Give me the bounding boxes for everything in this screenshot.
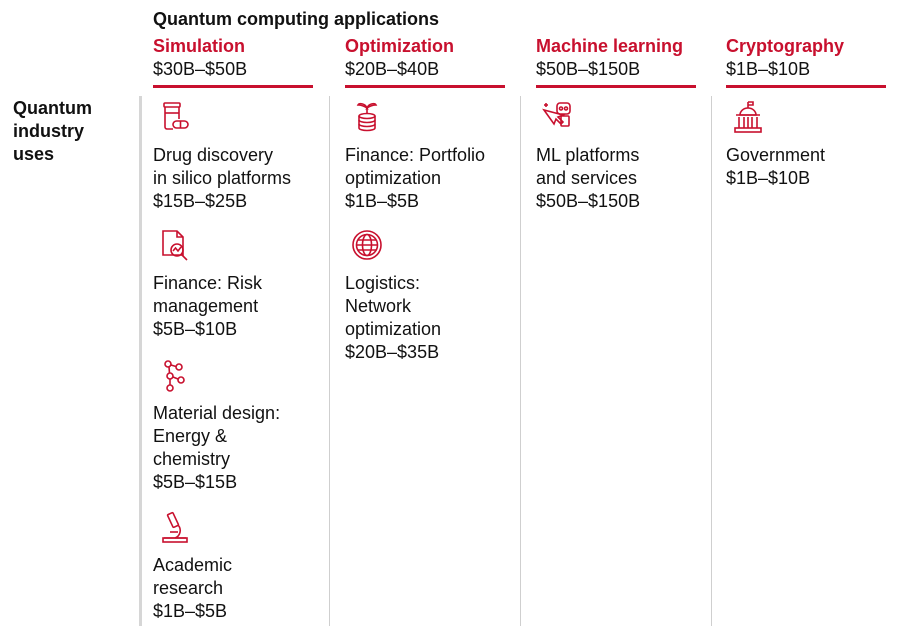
left-rule [139,96,142,626]
item-value: $1B–$5B [345,191,420,211]
item-portfolio-optimization: Finance: Portfolio optimization $1B–$5B [345,100,485,213]
item-value: $1B–$5B [153,601,228,621]
column-name: Simulation [153,36,246,56]
column-divider [520,96,521,626]
item-label: Government [726,145,826,165]
column-optimization: Optimization $20B–$40B [345,35,505,95]
column-underline [726,85,886,88]
column-range: $30B–$50B [153,59,248,79]
column-machine-learning: Machine learning $50B–$150B [536,35,696,95]
item-label: Drug discovery in silico platforms [153,145,292,188]
item-value: $20B–$35B [345,342,440,362]
side-label: Quantum industry uses [13,98,92,164]
column-range: $50B–$150B [536,59,641,79]
column-range: $20B–$40B [345,59,440,79]
column-range: $1B–$10B [726,59,811,79]
item-value: $1B–$10B [726,168,811,188]
document-magnifier-icon [158,228,192,262]
globe-icon [350,228,384,262]
item-label: Material design: Energy & chemistry [153,403,281,469]
item-government: Government $1B–$10B [726,100,825,190]
coins-plant-icon [350,100,384,134]
item-drug-discovery: Drug discovery in silico platforms $15B–… [153,100,291,213]
column-simulation: Simulation $30B–$50B [153,35,313,95]
item-label: Logistics: Network optimization [345,273,442,339]
pill-bottle-icon [158,100,192,134]
column-divider [329,96,330,626]
item-label: Academic research [153,555,233,598]
item-value: $50B–$150B [536,191,641,211]
column-underline [153,85,313,88]
diagram-title: Quantum computing applications [153,9,440,29]
column-name: Optimization [345,36,454,56]
item-value: $15B–$25B [153,191,248,211]
molecule-icon [158,358,192,392]
capitol-building-icon [731,100,765,134]
item-material-design: Material design: Energy & chemistry $5B–… [153,358,280,494]
item-ml-platforms: ML platforms and services $50B–$150B [536,100,640,213]
column-name: Machine learning [536,36,684,56]
item-label: Finance: Risk management [153,273,263,316]
column-divider [711,96,712,626]
cursor-robot-icon [541,100,575,134]
item-network-optimization: Logistics: Network optimization $20B–$35… [345,228,441,364]
item-risk-management: Finance: Risk management $5B–$10B [153,228,262,341]
column-cryptography: Cryptography $1B–$10B [726,35,886,95]
column-underline [345,85,505,88]
microscope-icon [158,510,192,544]
column-underline [536,85,696,88]
item-value: $5B–$15B [153,472,238,492]
column-name: Cryptography [726,36,845,56]
item-label: ML platforms and services [536,145,640,188]
item-value: $5B–$10B [153,319,238,339]
item-academic-research: Academic research $1B–$5B [153,510,232,623]
item-label: Finance: Portfolio optimization [345,145,486,188]
